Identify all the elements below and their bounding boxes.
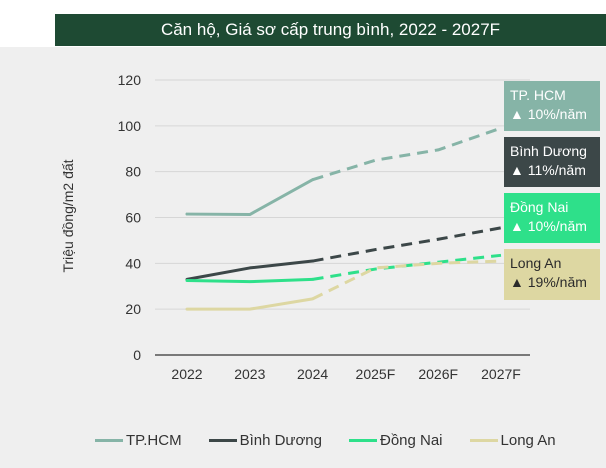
x-tick-label: 2026F [418, 366, 458, 382]
legend-label: Bình Dương [239, 431, 322, 449]
legend-swatch [348, 438, 377, 442]
series-lines [185, 126, 502, 311]
gridlines [155, 79, 530, 356]
series-line-forecast-2 [312, 253, 502, 281]
legend-swatch [208, 438, 237, 442]
legend-label: TP.HCM [126, 431, 182, 449]
y-tick-label: 120 [118, 72, 142, 88]
x-tick-label: 2027F [481, 366, 521, 382]
annotation-badge-long-an: Long An ▲ 19%/năm [504, 249, 600, 300]
y-axis-ticks: 0 20 40 60 80 100 120 [118, 72, 142, 363]
series-line-actual-3 [185, 297, 315, 311]
y-tick-label: 80 [125, 164, 141, 180]
series-line-actual-2 [185, 277, 315, 284]
y-tick-label: 40 [125, 255, 141, 271]
x-tick-label: 2025F [356, 366, 396, 382]
legend-swatch [95, 438, 123, 442]
chart-title-bar: Căn hộ, Giá sơ cấp trung bình, 2022 - 20… [55, 14, 606, 46]
badge-growth: ▲ 11%/năm [510, 162, 586, 178]
legend-item-tp-hcm: TP.HCM [95, 432, 182, 449]
legend-item-dong-nai: Đồng Nai [348, 431, 443, 449]
annotation-badge-binh-duong: Bình Dương ▲ 11%/năm [504, 137, 600, 187]
badge-name: Bình Dương [510, 143, 587, 159]
legend: TP.HCM Bình Dương Đồng Nai Long An [95, 430, 583, 450]
series-line-forecast-3 [311, 259, 502, 301]
legend-label: Long An [500, 431, 556, 449]
chart-title: Căn hộ, Giá sơ cấp trung bình, 2022 - 20… [160, 20, 501, 39]
legend-swatch [469, 438, 498, 442]
legend-item-binh-duong: Bình Dương [208, 431, 322, 449]
y-tick-label: 20 [125, 301, 141, 317]
badge-growth: ▲ 10%/năm [510, 218, 587, 234]
badge-name: Long An [510, 255, 562, 271]
series-line-forecast-0 [312, 126, 502, 182]
series-line-actual-1 [185, 259, 315, 281]
y-tick-label: 60 [125, 210, 141, 226]
y-tick-label: 100 [118, 118, 142, 134]
annotation-badge-dong-nai: Đồng Nai ▲ 10%/năm [504, 193, 600, 243]
legend-item-long-an: Long An [469, 431, 556, 449]
series-line-forecast-1 [312, 226, 502, 263]
badge-growth: ▲ 19%/năm [510, 274, 587, 290]
badge-name: Đồng Nai [510, 199, 569, 215]
x-tick-label: 2024 [297, 366, 328, 382]
y-axis-label: Triệu đồng/m2 đất [60, 159, 76, 272]
badge-name: TP. HCM [510, 87, 566, 103]
x-axis-ticks: 2022 2023 2024 2025F 2026F 2027F [171, 366, 520, 382]
badge-growth: ▲ 10%/năm [510, 106, 587, 122]
x-tick-label: 2022 [171, 366, 202, 382]
annotation-badge-tp-hcm: TP. HCM ▲ 10%/năm [504, 81, 600, 131]
y-tick-label: 0 [133, 347, 141, 363]
series-line-actual-0 [185, 178, 315, 217]
legend-label: Đồng Nai [379, 431, 443, 449]
x-tick-label: 2023 [234, 366, 265, 382]
